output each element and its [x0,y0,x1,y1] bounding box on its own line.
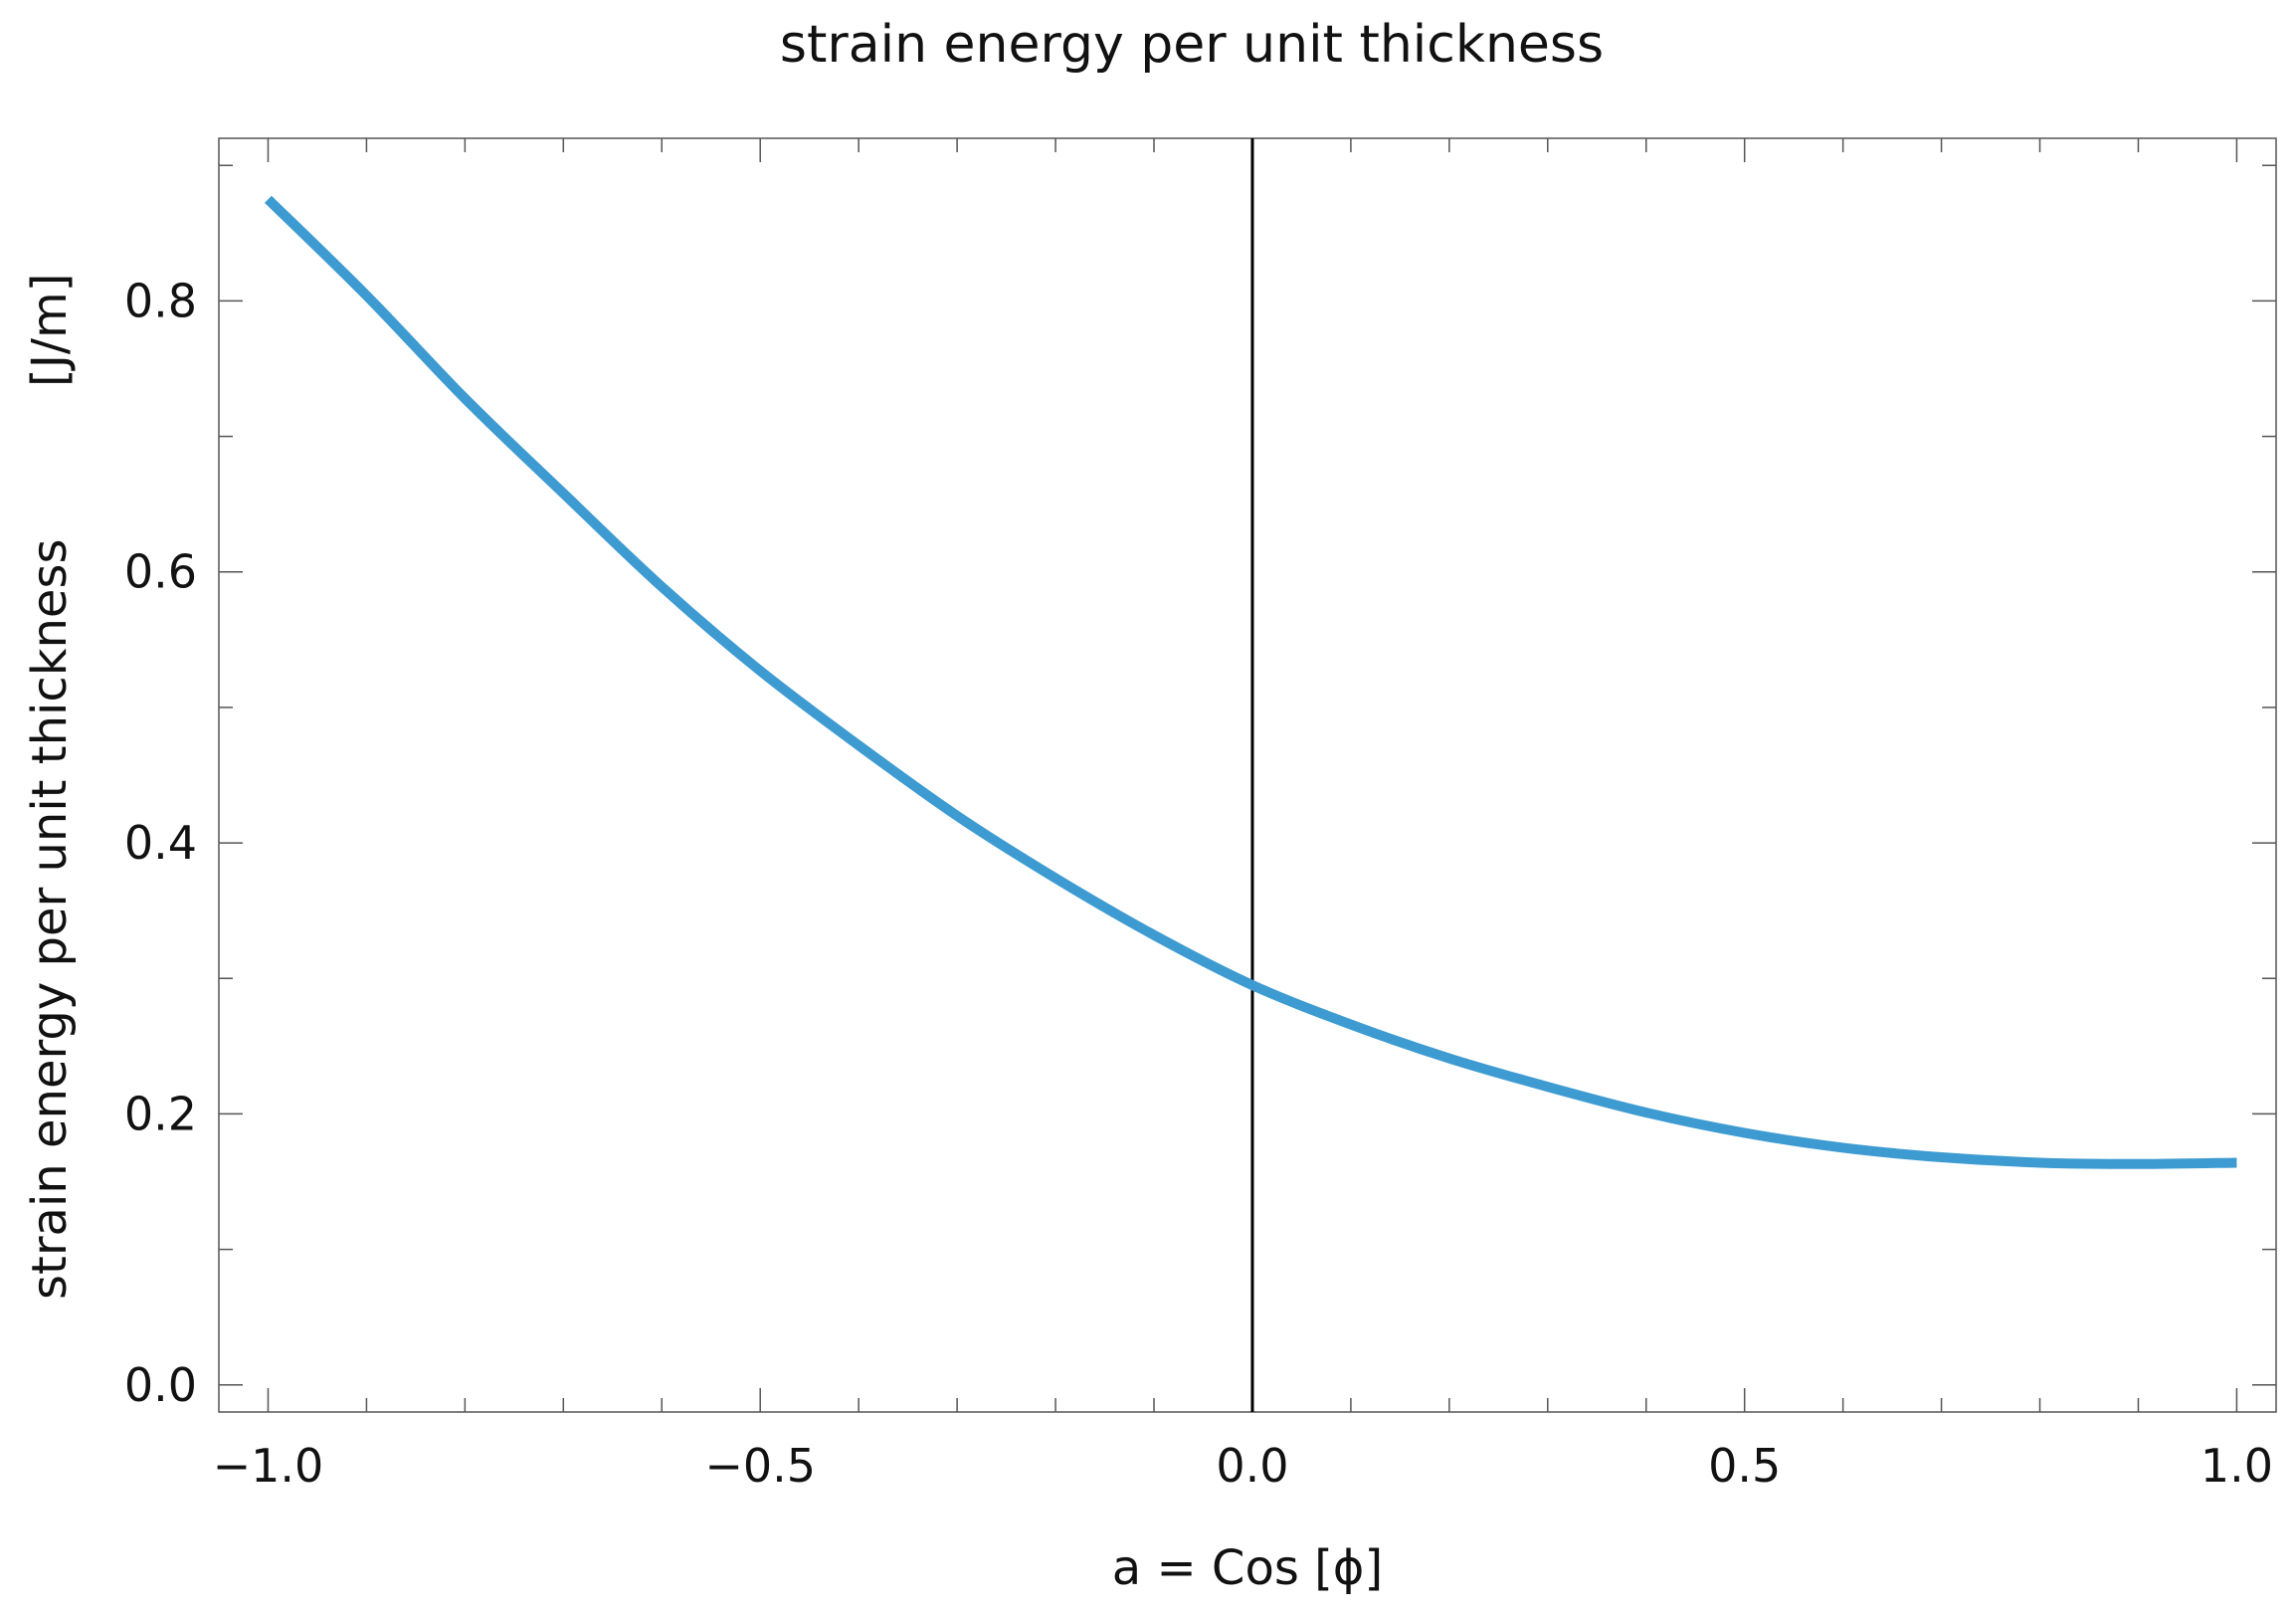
plot-frame [218,137,2277,1413]
y-tick-label: 0.4 [124,816,197,870]
x-tick-label: −0.5 [704,1439,816,1493]
y-tick-label: 0.8 [124,274,197,327]
x-tick-label: 0.0 [1216,1439,1288,1493]
series-layer [264,195,2237,1169]
y-tick-label: 0.2 [124,1087,197,1140]
y-axis-units: [J/m] [22,273,78,387]
series-line [264,195,2237,1169]
x-axis-title: a = Cos [ϕ] [1112,1540,1383,1596]
tick-labels: −1.0 −0.5 0.0 0.5 1.0 0.0 0.2 0.4 0.6 0.8 [124,274,2273,1493]
x-tick-label: 0.5 [1708,1439,1781,1493]
y-tick-label: 0.6 [124,545,197,599]
x-tick-label: −1.0 [213,1439,324,1493]
y-axis-title: strain energy per unit thickness [22,539,78,1300]
chart-title: strain energy per unit thickness [780,15,1604,75]
y-tick-label: 0.0 [124,1358,197,1412]
x-tick-label: 1.0 [2200,1439,2273,1493]
tick-marks [219,138,2276,1412]
